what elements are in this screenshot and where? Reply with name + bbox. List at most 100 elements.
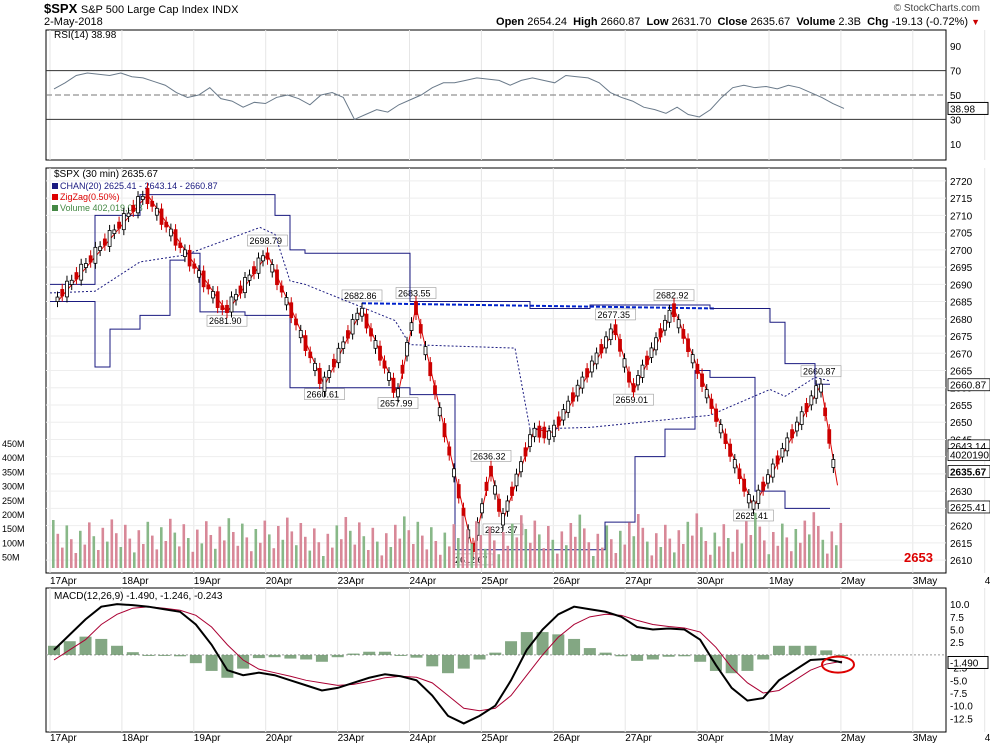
channel-lower-line [50, 252, 830, 551]
chart-header: $SPX S&P 500 Large Cap Index INDX 2-May-… [0, 0, 990, 30]
volume-bar [596, 533, 600, 568]
volume-bar [358, 522, 361, 568]
macd-histogram-bar [205, 654, 218, 671]
symbol-title: $SPX S&P 500 Large Cap Index INDX [44, 1, 238, 16]
x-tick-label-bottom: 20Apr [266, 733, 293, 744]
candle-body [627, 371, 631, 383]
candle-body [93, 246, 98, 264]
volume-bar [839, 523, 843, 568]
candle-body [229, 296, 234, 313]
volume-bar [65, 525, 69, 568]
volume-bar [560, 531, 564, 568]
macd-histogram-bar [757, 654, 770, 660]
chart-date: 2-May-2018 [44, 16, 103, 28]
macd-histogram-bar [331, 654, 344, 658]
macd-tick-label: 5.0 [950, 626, 964, 637]
volume-bar [200, 543, 204, 568]
x-tick-label-bottom: 2May [841, 733, 865, 744]
volume-bar [380, 555, 384, 568]
candle-body [461, 507, 466, 517]
volume-bar [506, 545, 510, 568]
macd-histogram-bar [505, 641, 518, 655]
right-value-label: 2643.14 [950, 442, 987, 453]
candle-body [742, 478, 747, 492]
candle-body [79, 263, 84, 281]
candle-body [484, 481, 489, 491]
candle-body [84, 263, 88, 268]
x-tick-label-bottom: 17Apr [50, 733, 77, 744]
candle-body [667, 309, 672, 323]
volume-bar [619, 530, 622, 568]
candle-body [636, 375, 640, 386]
volume-bar [196, 529, 199, 568]
volume-tick-label: 150M [2, 524, 25, 534]
macd-histogram-bar [552, 634, 565, 655]
volume-bar [353, 544, 357, 568]
candle-body [561, 409, 566, 421]
volume-bar [83, 544, 87, 568]
zigzag-label-box [341, 289, 383, 302]
volume-bar [488, 526, 492, 568]
macd-histogram-bar [63, 641, 76, 655]
volume-bar [209, 535, 213, 568]
volume-bar [673, 552, 676, 568]
candle-body [391, 377, 396, 393]
candle-body [238, 285, 243, 294]
candle-body [60, 288, 65, 297]
rsi-tick-label: 90 [950, 42, 962, 53]
candle-body [183, 249, 187, 257]
candle-body [396, 388, 400, 398]
candle-body [575, 384, 580, 397]
volume-bar [655, 533, 658, 568]
volume-bar [295, 545, 298, 568]
volume-bar [308, 550, 312, 568]
candle-body [831, 459, 836, 468]
volume-bar [88, 522, 91, 568]
volume-bar [218, 526, 222, 568]
macd-histogram-bar [268, 654, 281, 658]
x-tick-label: 26Apr [553, 576, 580, 587]
volume-bar [686, 521, 690, 568]
volume-bar [529, 542, 532, 568]
volume-bar [803, 520, 807, 568]
volume-bar [250, 551, 253, 568]
macd-panel-frame [45, 587, 947, 733]
volume-swatch [52, 205, 58, 211]
low-label: Low [646, 16, 669, 28]
candle-body [804, 403, 809, 413]
candle-body [799, 411, 804, 425]
candle-body [373, 340, 378, 349]
macd-tick-label: -7.5 [950, 689, 968, 700]
volume-bar [461, 515, 465, 568]
quote-summary: Open 2654.24 High 2660.87 Low 2631.70 Cl… [496, 16, 980, 28]
volume-bar [556, 553, 559, 568]
volume-tick-label: 450M [2, 439, 25, 449]
volume-bar [767, 554, 771, 568]
trendline [361, 302, 715, 310]
volume-bar [151, 535, 154, 568]
macd-tick-label: -2.5 [950, 664, 968, 675]
zigzag-swatch [52, 194, 58, 200]
candle-body [456, 484, 461, 499]
macd-histogram-bar [489, 652, 502, 655]
candle-body [532, 427, 537, 438]
candle-body [681, 329, 686, 339]
volume-bar [736, 529, 739, 568]
macd-histogram-bar [174, 654, 187, 657]
candle-body [418, 324, 423, 334]
volume-bar [92, 536, 96, 568]
candle-body [159, 208, 164, 225]
candle-body [178, 242, 183, 249]
volume-bar [182, 524, 186, 568]
candle-body [640, 364, 645, 378]
price-tick-label: 2655 [950, 401, 973, 412]
zigzag-label-box [800, 365, 842, 378]
x-tick-label: 24Apr [410, 576, 437, 587]
volume-bar [245, 537, 249, 568]
candle-body [378, 345, 382, 361]
volume-tick-label: 300M [2, 482, 25, 492]
volume-bar [605, 525, 609, 568]
volume-bar [646, 541, 649, 568]
rsi-tick-label: 10 [950, 140, 962, 151]
candle-body [493, 485, 497, 495]
